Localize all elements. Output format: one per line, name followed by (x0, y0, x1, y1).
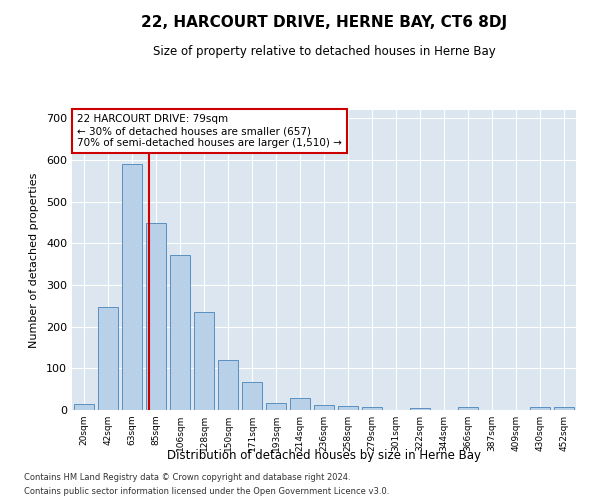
Bar (410, 408, 430, 410)
Bar (242, 382, 262, 410)
Bar (98, 306, 118, 410)
Bar (290, 398, 310, 410)
Y-axis label: Number of detached properties: Number of detached properties (29, 172, 39, 348)
Bar (146, 224, 166, 410)
Bar (362, 407, 382, 410)
Bar (170, 254, 190, 410)
Text: Contains HM Land Registry data © Crown copyright and database right 2024.: Contains HM Land Registry data © Crown c… (24, 472, 350, 482)
Bar (554, 406, 574, 410)
Bar (218, 360, 238, 410)
Bar (194, 312, 214, 410)
Text: Size of property relative to detached houses in Herne Bay: Size of property relative to detached ho… (152, 45, 496, 58)
Bar (266, 403, 286, 410)
Bar (314, 405, 334, 410)
Text: Distribution of detached houses by size in Herne Bay: Distribution of detached houses by size … (167, 448, 481, 462)
Bar (338, 406, 358, 410)
Bar (74, 404, 94, 410)
Text: 22 HARCOURT DRIVE: 79sqm
← 30% of detached houses are smaller (657)
70% of semi-: 22 HARCOURT DRIVE: 79sqm ← 30% of detach… (77, 114, 342, 148)
Bar (530, 407, 550, 410)
Text: Contains public sector information licensed under the Open Government Licence v3: Contains public sector information licen… (24, 488, 389, 496)
Bar (458, 406, 478, 410)
Text: 22, HARCOURT DRIVE, HERNE BAY, CT6 8DJ: 22, HARCOURT DRIVE, HERNE BAY, CT6 8DJ (141, 15, 507, 30)
Bar (122, 164, 142, 410)
